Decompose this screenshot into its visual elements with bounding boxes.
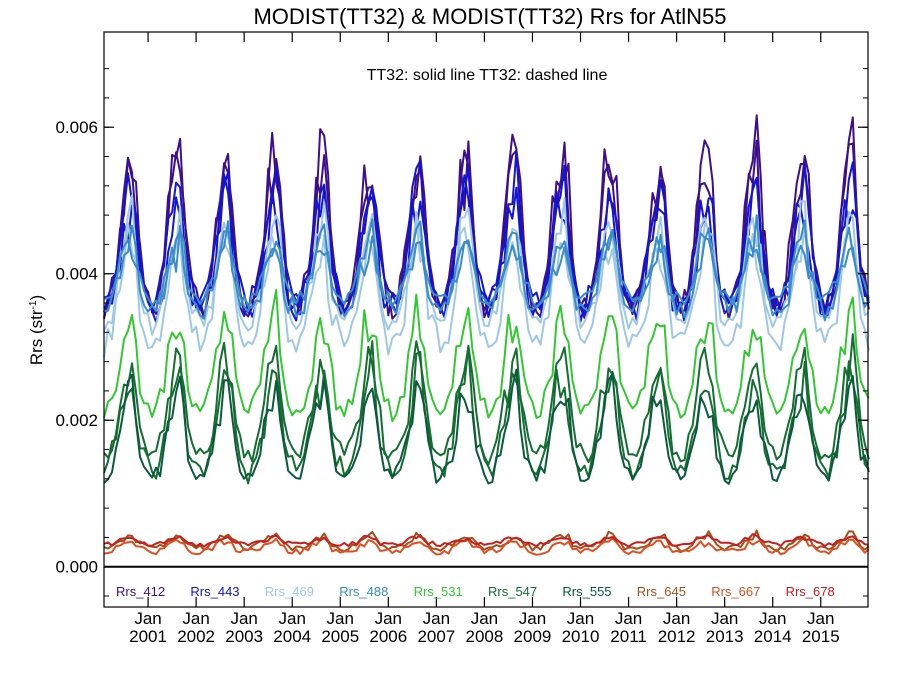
y-axis-label: Rrs (str-1): [27, 295, 46, 365]
x-tick-month: Jan: [711, 609, 738, 628]
x-tick-year: 2014: [754, 627, 792, 646]
legend: Rrs_412 Rrs_443 Rrs_469 Rrs_488 Rrs_531 Rrs_5…: [116, 584, 835, 599]
series-Rrs_443: [103, 149, 870, 325]
series-line-Rrs_488-b: [104, 214, 870, 322]
x-tick-year: 2009: [514, 627, 552, 646]
series-line-Rrs_678-a: [103, 533, 869, 548]
series-line-Rrs_547-b: [103, 340, 870, 485]
x-tick-month: Jan: [375, 609, 402, 628]
x-tick-month: Jan: [663, 609, 690, 628]
x-tick-year: 2006: [369, 627, 407, 646]
legend-item-Rrs_531: Rrs_531: [414, 584, 463, 599]
series-line-Rrs_443-b: [103, 171, 869, 325]
x-tick-month: Jan: [327, 609, 354, 628]
y-tick-label: 0.006: [55, 118, 98, 137]
axes: 0.0000.0020.0040.006Jan2001Jan2002Jan200…: [55, 31, 869, 646]
legend-item-Rrs_645: Rrs_645: [637, 584, 686, 599]
series-line-Rrs_645-a: [103, 529, 870, 553]
series-line-Rrs_667-a: [103, 536, 870, 556]
x-tick-year: 2011: [610, 627, 647, 646]
series-Rrs_531: [103, 289, 870, 423]
x-tick-month: Jan: [807, 609, 834, 628]
x-tick-month: Jan: [279, 609, 306, 628]
y-tick-label: 0.002: [55, 411, 98, 430]
x-tick-year: 2010: [562, 627, 600, 646]
series-Rrs_667: [103, 536, 870, 556]
legend-item-Rrs_412: Rrs_412: [116, 584, 165, 599]
x-tick-year: 2013: [706, 627, 744, 646]
x-tick-year: 2001: [129, 627, 167, 646]
x-tick-year: 2003: [225, 627, 263, 646]
x-tick-year: 2002: [177, 627, 215, 646]
line-style-note: TT32: solid line TT32: dashed line: [367, 67, 608, 84]
x-tick-month: Jan: [759, 609, 786, 628]
x-tick-year: 2012: [658, 627, 696, 646]
legend-item-Rrs_443: Rrs_443: [190, 584, 239, 599]
series-line-Rrs_555-a: [103, 368, 870, 485]
legend-item-Rrs_667: Rrs_667: [711, 584, 760, 599]
series-Rrs_547: [103, 333, 870, 485]
x-tick-month: Jan: [567, 609, 594, 628]
x-tick-month: Jan: [134, 609, 161, 628]
x-tick-month: Jan: [471, 609, 498, 628]
x-tick-month: Jan: [423, 609, 450, 628]
x-tick-year: 2007: [417, 627, 455, 646]
series-Rrs_488: [103, 214, 870, 322]
plot-area: [103, 114, 870, 556]
x-tick-year: 2005: [321, 627, 359, 646]
legend-item-Rrs_469: Rrs_469: [265, 584, 314, 599]
x-tick-month: Jan: [519, 609, 546, 628]
legend-item-Rrs_547: Rrs_547: [488, 584, 537, 599]
x-tick-year: 2004: [273, 627, 311, 646]
legend-item-Rrs_678: Rrs_678: [786, 584, 835, 599]
x-tick-month: Jan: [230, 609, 257, 628]
x-tick-month: Jan: [615, 609, 642, 628]
x-tick-month: Jan: [182, 609, 209, 628]
series-Rrs_678: [103, 533, 869, 548]
plot-frame: [103, 31, 869, 608]
x-tick-year: 2008: [466, 627, 504, 646]
legend-item-Rrs_555: Rrs_555: [562, 584, 611, 599]
y-tick-label: 0.004: [55, 265, 98, 284]
series-line-Rrs_547-a: [103, 333, 870, 466]
series-line-Rrs_531-a: [103, 289, 870, 423]
chart-title: MODIST(TT32) & MODIST(TT32) Rrs for AtlN…: [253, 4, 726, 29]
legend-item-Rrs_488: Rrs_488: [339, 584, 388, 599]
series-Rrs_645: [103, 529, 870, 553]
x-tick-year: 2015: [802, 627, 840, 646]
series-Rrs_555: [103, 368, 870, 485]
y-tick-label: 0.000: [55, 558, 98, 577]
